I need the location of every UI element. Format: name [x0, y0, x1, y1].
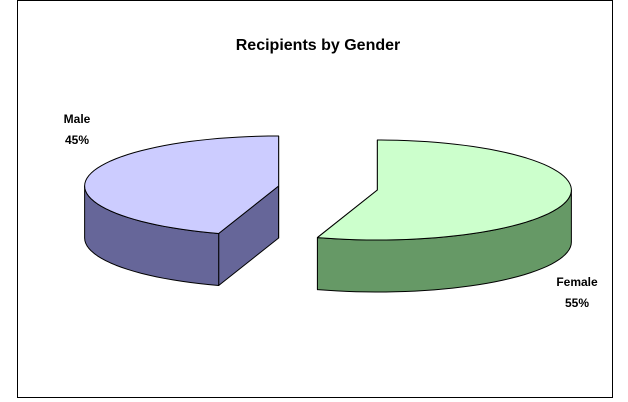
slice-label: Female: [556, 275, 598, 289]
slice-top: [316, 139, 572, 241]
slice-label: Male: [64, 112, 91, 126]
chart-title: Recipients by Gender: [236, 37, 401, 54]
slice-value-label: 55%: [565, 296, 589, 310]
slice-top: [84, 135, 280, 235]
slice-value-label: 45%: [65, 133, 89, 147]
